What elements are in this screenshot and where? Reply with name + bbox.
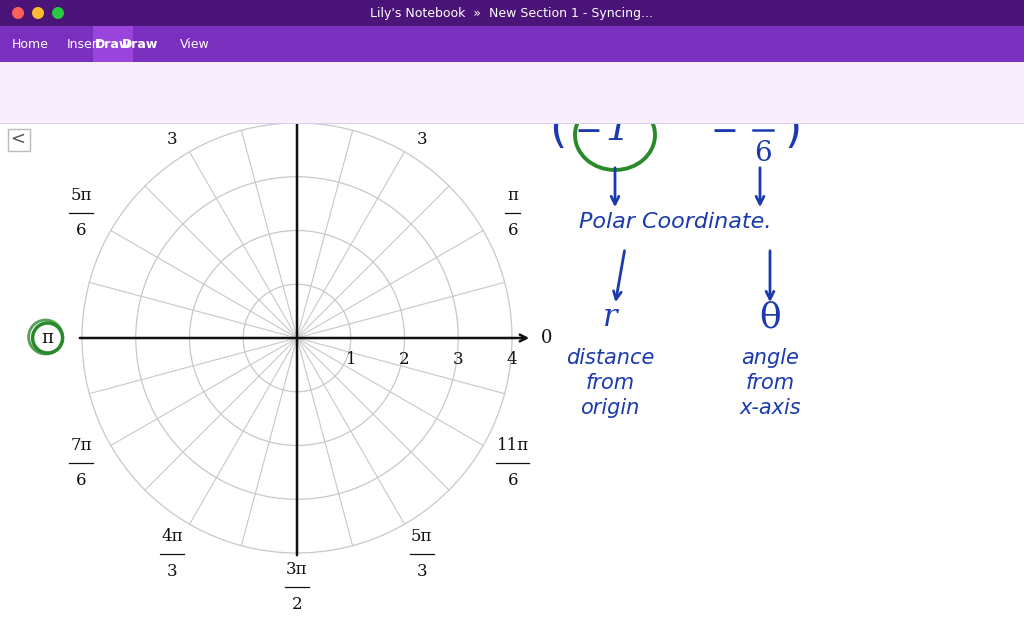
Text: ): ) <box>784 109 802 152</box>
Text: r: r <box>603 303 617 333</box>
Text: x-axis: x-axis <box>739 398 801 418</box>
Text: π: π <box>292 62 302 80</box>
Text: from: from <box>745 373 795 393</box>
Text: Home: Home <box>11 37 48 51</box>
Text: −: − <box>711 115 739 149</box>
Text: π: π <box>42 329 53 347</box>
Text: 4: 4 <box>507 351 517 368</box>
Text: θ: θ <box>759 301 781 335</box>
Text: Lily's Notebook  »  New Section 1 - Syncing...: Lily's Notebook » New Section 1 - Syncin… <box>371 6 653 19</box>
Text: π: π <box>508 187 518 204</box>
Bar <box>0 123 1024 124</box>
Text: 3π: 3π <box>287 562 308 578</box>
Text: Insert: Insert <box>68 37 102 51</box>
Text: angle: angle <box>741 348 799 368</box>
Text: 5π: 5π <box>411 528 432 545</box>
Circle shape <box>12 7 24 19</box>
Text: 1: 1 <box>345 351 356 368</box>
Text: <: < <box>10 130 26 148</box>
Text: 0: 0 <box>541 329 552 347</box>
Text: origin: origin <box>581 398 640 418</box>
Text: Draw: Draw <box>95 37 131 51</box>
Bar <box>8 129 30 151</box>
Text: 3: 3 <box>417 563 427 580</box>
Text: 3: 3 <box>417 131 427 148</box>
Text: π: π <box>417 96 427 113</box>
Text: 6: 6 <box>755 140 772 167</box>
Circle shape <box>32 7 44 19</box>
Text: Draw: Draw <box>122 37 158 51</box>
Bar <box>0 62 1024 124</box>
Bar <box>0 124 1024 624</box>
Text: 6: 6 <box>508 472 518 489</box>
Text: (: ( <box>549 109 566 152</box>
Text: −: − <box>574 115 602 149</box>
Text: 3: 3 <box>167 563 177 580</box>
Text: View: View <box>180 37 210 51</box>
Text: 1: 1 <box>605 112 631 149</box>
Text: 11π: 11π <box>497 437 529 454</box>
Text: π: π <box>754 93 772 120</box>
Text: 5π: 5π <box>71 187 92 204</box>
Bar <box>93 26 133 62</box>
Text: 4π: 4π <box>162 528 183 545</box>
Text: 3: 3 <box>453 351 464 368</box>
Bar <box>0 0 1024 26</box>
Text: 2: 2 <box>399 351 410 368</box>
Bar <box>0 26 1024 62</box>
Text: 6: 6 <box>76 472 86 489</box>
Text: 3: 3 <box>167 131 177 148</box>
Text: 7π: 7π <box>71 437 92 454</box>
Text: 6: 6 <box>508 222 518 239</box>
Text: 6: 6 <box>76 222 86 239</box>
Text: Polar Coordinate.: Polar Coordinate. <box>579 212 771 232</box>
Text: 2π: 2π <box>162 96 183 113</box>
Text: 2: 2 <box>292 597 302 613</box>
Text: from: from <box>586 373 635 393</box>
Text: 2: 2 <box>292 97 302 115</box>
Circle shape <box>52 7 63 19</box>
Text: distance: distance <box>566 348 654 368</box>
